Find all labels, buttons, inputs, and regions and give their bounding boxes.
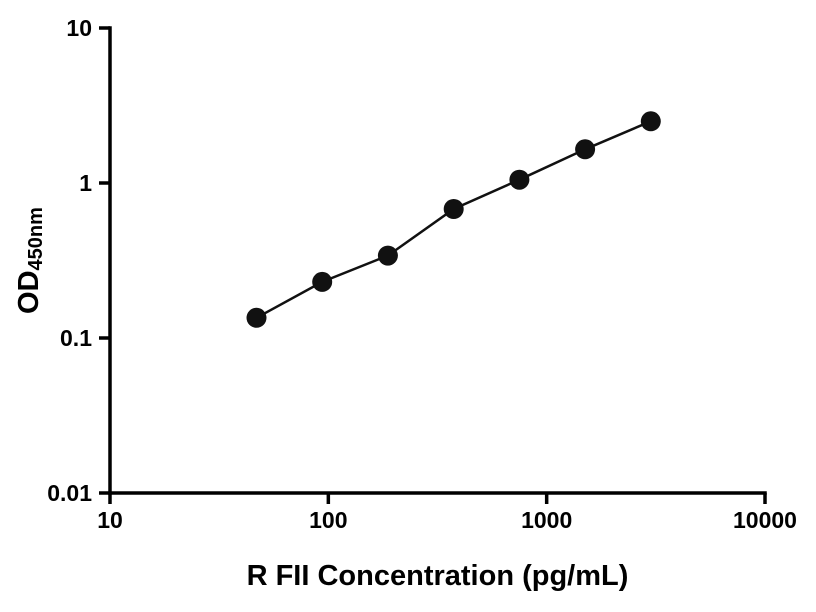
y-tick-label: 0.01 xyxy=(47,480,92,506)
data-point xyxy=(575,139,596,160)
data-series xyxy=(246,111,661,328)
y-axis-title: OD450nm xyxy=(13,207,47,314)
x-tick-label: 100 xyxy=(309,507,347,533)
axes xyxy=(108,26,767,495)
y-tick-label: 10 xyxy=(66,15,92,41)
data-point xyxy=(246,307,267,328)
y-tick-label: 0.1 xyxy=(60,325,92,351)
x-axis-title: R FII Concentration (pg/mL) xyxy=(247,560,629,592)
data-point xyxy=(443,199,464,219)
x-tick-label: 1000 xyxy=(521,507,572,533)
y-axis-ticks: 0.01 0.1 1 10 xyxy=(47,15,110,506)
data-point xyxy=(377,245,398,266)
x-tick-label: 10 xyxy=(97,507,123,533)
data-point xyxy=(312,271,333,292)
data-point xyxy=(640,111,661,132)
x-tick-label: 10000 xyxy=(733,507,797,533)
data-point xyxy=(509,169,530,190)
axis-labels: R FII Concentration (pg/mL) OD450nm xyxy=(13,207,628,592)
y-tick-label: 1 xyxy=(79,170,92,196)
x-axis-ticks: 10 100 1000 10000 xyxy=(97,493,797,533)
